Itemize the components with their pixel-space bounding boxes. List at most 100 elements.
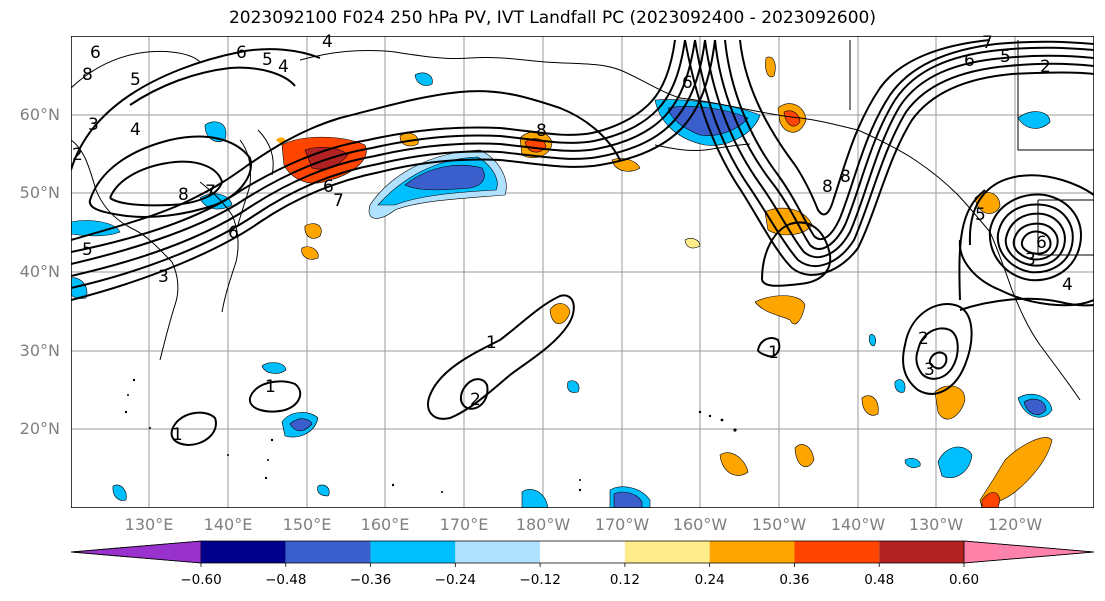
contour-label: 5 xyxy=(1000,47,1011,67)
contour-label: 1 xyxy=(768,343,779,363)
positive-anomaly-blob xyxy=(754,295,806,325)
contour-label: 1 xyxy=(265,377,276,397)
contour-label: 2 xyxy=(1040,57,1051,77)
contour-label: 3 xyxy=(88,115,99,135)
colorbar-swatch xyxy=(794,541,880,563)
negative-anomaly-blob xyxy=(261,362,287,374)
lat-label: 60°N xyxy=(19,105,60,124)
colorbar-tick-label: 0.24 xyxy=(694,572,725,588)
negative-anomaly-blob xyxy=(894,379,906,393)
positive-anomaly-blob xyxy=(934,385,966,420)
negative-anomaly-blob xyxy=(904,458,921,468)
contour-label: 8 xyxy=(178,185,189,205)
lon-label: 150°W xyxy=(751,515,807,534)
contour-label: 4 xyxy=(130,120,141,140)
colorbar-swatch xyxy=(285,541,371,563)
contour-label: 6 xyxy=(964,51,975,71)
colorbar-tick-label: −0.48 xyxy=(265,572,307,588)
colorbar-tick-label: −0.36 xyxy=(349,572,392,588)
lon-label: 180°W xyxy=(515,515,571,534)
contour-label: 1 xyxy=(172,425,183,445)
islands xyxy=(124,378,737,493)
lon-label: 140°W xyxy=(830,515,886,534)
positive-anomaly-blob xyxy=(549,303,571,325)
positive-anomaly-blob xyxy=(794,444,815,468)
negative-anomaly-blob xyxy=(71,277,88,299)
negative-anomaly-blob xyxy=(1017,111,1051,129)
contour-label: 7 xyxy=(205,182,216,202)
contour-label: 8 xyxy=(82,65,93,85)
lon-label: 140°E xyxy=(203,515,253,534)
negative-anomaly-blob xyxy=(414,72,433,86)
colorbar-swatch xyxy=(540,541,625,563)
negative-anomaly-core xyxy=(404,164,485,191)
negative-anomaly-blob xyxy=(937,446,973,478)
contour-label: 6 xyxy=(682,73,693,93)
colorbar-extension-low xyxy=(70,540,202,564)
colorbar-tick-label: −0.12 xyxy=(519,572,561,588)
negative-anomaly-core xyxy=(289,418,313,432)
colorbar-swatch xyxy=(455,541,541,563)
positive-anomaly-blob xyxy=(684,238,701,249)
colorbar-tick-label: 0.36 xyxy=(779,572,810,588)
lat-label: 20°N xyxy=(19,419,60,438)
negative-anomaly-blob xyxy=(567,380,580,393)
contour-label: 4 xyxy=(278,57,289,77)
negative-anomaly-blob xyxy=(71,220,121,237)
lat-label: 40°N xyxy=(19,262,60,281)
ivt-shading xyxy=(71,56,1053,508)
contour-label: 4 xyxy=(322,32,333,52)
negative-anomaly-blob xyxy=(521,489,549,508)
contour-label: 6 xyxy=(90,43,101,63)
contour-label: 5 xyxy=(130,70,141,90)
contour-label: 8 xyxy=(840,167,851,187)
contour-label: 5 xyxy=(262,50,273,70)
positive-anomaly-blob xyxy=(861,395,879,416)
contour-label: 3 xyxy=(924,360,935,380)
positive-anomaly-blob xyxy=(719,452,749,476)
colorbar-swatch xyxy=(201,541,286,563)
colorbar-swatch xyxy=(370,541,456,563)
contour-label: 6 xyxy=(1036,233,1047,253)
contour-label: 6 xyxy=(236,43,247,63)
contour-labels: 6 5 4 6 5 4 8 3 2 4 8 7 6 5 3 8 8 1 2 1 … xyxy=(72,32,1073,445)
lon-label: 160°E xyxy=(360,515,410,534)
colorbar-tick-label: 0.12 xyxy=(609,572,640,588)
contour-label: 2 xyxy=(72,145,83,165)
colorbar-tick-label: −0.24 xyxy=(434,572,477,588)
colorbar-tick-label: 0.60 xyxy=(948,572,980,588)
positive-anomaly-blob xyxy=(301,246,319,260)
lon-label: 160°W xyxy=(672,515,728,534)
negative-anomaly-blob xyxy=(112,484,127,501)
positive-anomaly-blob xyxy=(765,56,776,78)
colorbar-segments xyxy=(70,540,1095,567)
contour-label: 5 xyxy=(975,205,986,225)
contour-label: 6 xyxy=(228,223,239,243)
contour-label: 2 xyxy=(918,329,929,349)
lon-label: 170°E xyxy=(439,515,489,534)
lon-label: 120°W xyxy=(987,515,1043,534)
positive-anomaly-blob xyxy=(304,223,322,239)
positive-anomaly-core xyxy=(981,492,1001,508)
contour-label: 7 xyxy=(982,33,993,53)
lat-label: 50°N xyxy=(19,183,60,202)
contour-label: 3 xyxy=(1025,250,1036,270)
negative-anomaly-blob xyxy=(317,484,330,497)
contour-label: 4 xyxy=(1062,275,1073,295)
contour-label: 3 xyxy=(158,267,169,287)
colorbar-extension-high xyxy=(963,540,1095,564)
positive-anomaly-core xyxy=(783,110,801,127)
lon-label: 150°E xyxy=(282,515,332,534)
colorbar-swatch xyxy=(709,541,795,563)
contour-label: 6 xyxy=(323,177,334,197)
negative-anomaly-core xyxy=(1023,398,1047,415)
negative-anomaly-core xyxy=(613,491,643,508)
lon-label: 170°W xyxy=(594,515,650,534)
negative-anomaly-blob xyxy=(868,334,876,347)
contour-label: 2 xyxy=(470,390,481,410)
pv-contours xyxy=(71,39,1094,447)
lon-label: 130°W xyxy=(908,515,964,534)
colorbar-swatch xyxy=(879,541,964,563)
